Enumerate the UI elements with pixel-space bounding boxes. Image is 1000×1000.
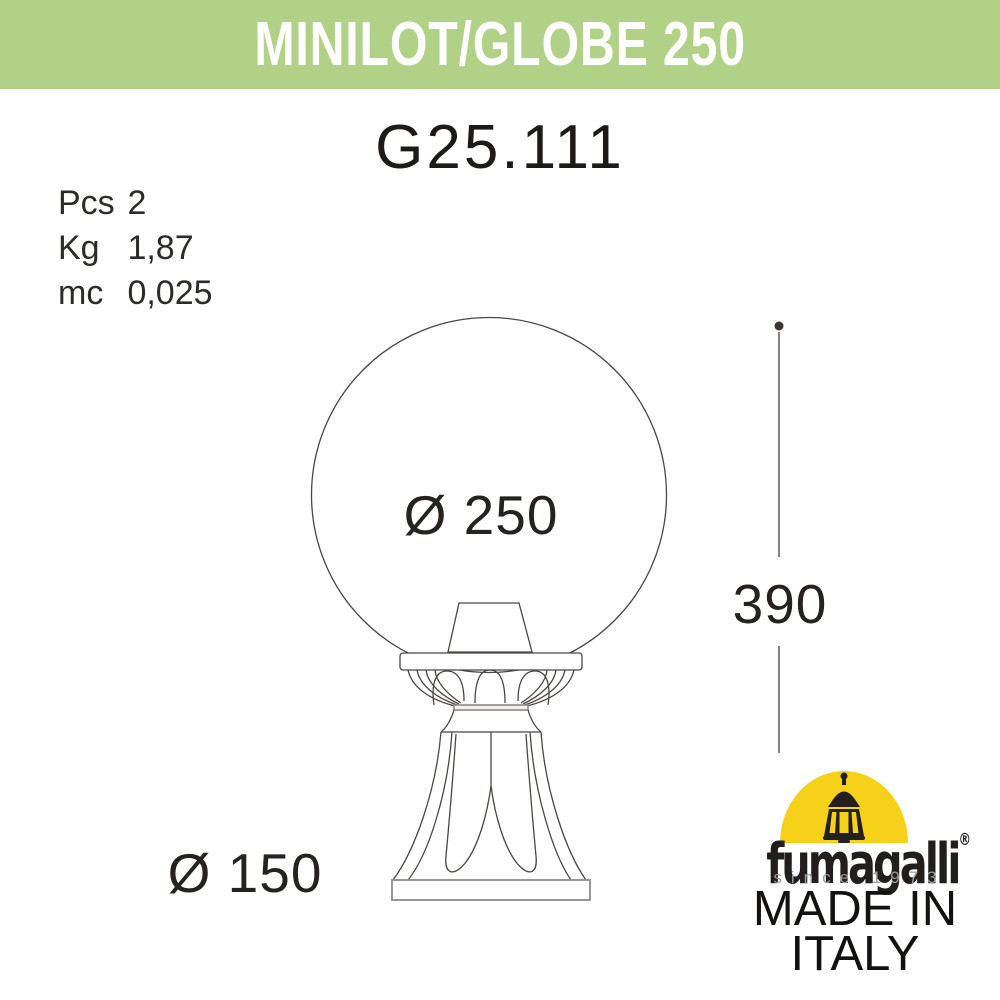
brand-name: fumagalli: [766, 832, 961, 897]
made-in-line1: MADE IN: [752, 882, 958, 936]
specs-block: Pcs 2 Kg 1,87 mc 0,025: [58, 181, 213, 316]
base-diameter-label: Ø 150: [167, 842, 323, 904]
pedestal-waist: [453, 704, 529, 711]
spec-row-mc: mc 0,025: [58, 271, 213, 316]
spec-value: 1,87: [127, 229, 194, 267]
pedestal-flare: [440, 709, 542, 733]
product-code: G25.111: [375, 113, 625, 182]
lamp-neck: [447, 602, 533, 653]
brand-logo: fumagalli® since 1973 MADE IN ITALY: [735, 765, 975, 980]
spec-value: 2: [127, 184, 147, 222]
spec-label: Pcs: [58, 184, 115, 222]
header-bar: MINILOT/GLOBE 250: [0, 0, 1000, 89]
collar-plate: [399, 652, 583, 671]
spec-value: 0,025: [127, 274, 213, 312]
brand-tagline: since 1973: [773, 868, 946, 887]
dimension-dot: [774, 321, 784, 331]
spec-row-pcs: Pcs 2: [58, 181, 213, 226]
logo-emblem: [780, 771, 908, 843]
lantern-panes: [829, 812, 859, 833]
pedestal-trumpet: [392, 731, 587, 881]
base-plinth: [391, 879, 591, 901]
made-in-italy: MADE IN ITALY: [735, 882, 975, 981]
spec-row-kg: Kg 1,87: [58, 226, 213, 271]
page-title: MINILOT/GLOBE 250: [254, 10, 746, 79]
made-in-line2: ITALY: [790, 927, 920, 981]
globe-diameter-label: Ø 250: [403, 484, 559, 546]
spec-label: Kg: [58, 229, 100, 267]
spec-label: mc: [58, 274, 104, 312]
registered-mark: ®: [958, 830, 972, 850]
height-dimension-line: [774, 321, 784, 753]
brand-wordmark: fumagalli®: [766, 812, 971, 893]
ornament-scrolls: [407, 669, 575, 707]
globe-outline: [310, 316, 668, 674]
height-label: 390: [732, 573, 828, 635]
